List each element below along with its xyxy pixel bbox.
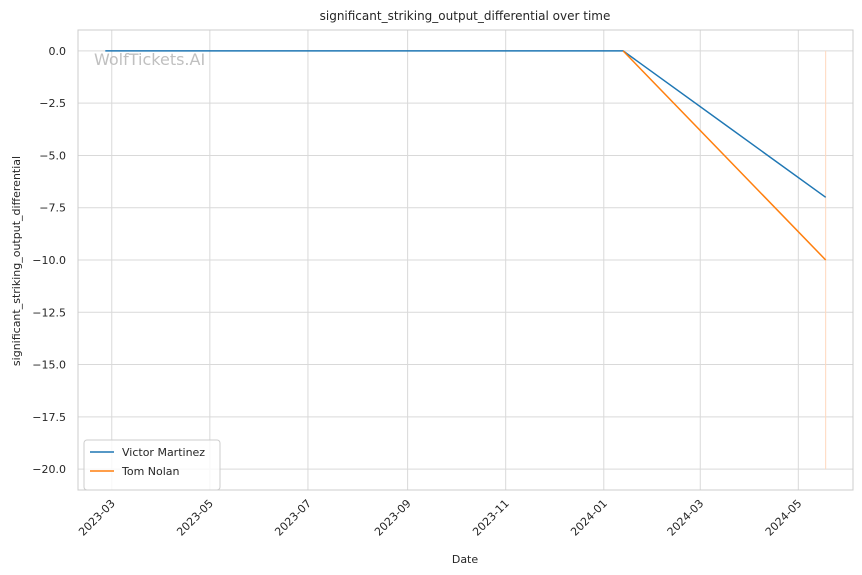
grid [78, 30, 853, 490]
chart-title: significant_striking_output_differential… [320, 9, 611, 23]
y-axis-ticks: 0.0 −2.5 −5.0 −7.5 −10.0 −12.5 −15.0 −17.5 −20.0 [32, 45, 66, 476]
y-tick-label: −2.5 [39, 97, 66, 110]
legend-label: Tom Nolan [121, 465, 180, 478]
x-tick-label: 2023-07 [272, 497, 314, 539]
x-tick-label: 2023-11 [470, 497, 512, 539]
y-tick-label: −20.0 [32, 463, 66, 476]
legend: Victor Martinez Tom Nolan [83, 439, 221, 491]
legend-box [83, 439, 221, 491]
watermark: WolfTickets.AI [94, 50, 205, 69]
y-tick-label: −5.0 [39, 149, 66, 162]
x-tick-label: 2023-05 [174, 497, 216, 539]
x-tick-label: 2023-09 [372, 497, 414, 539]
series-lines [105, 50, 827, 261]
x-axis-label: Date [452, 553, 479, 566]
y-tick-label: −10.0 [32, 254, 66, 267]
x-tick-label: 2024-01 [568, 497, 610, 539]
y-tick-label: −12.5 [32, 306, 66, 319]
y-tick-label: −15.0 [32, 359, 66, 372]
series-line-0 [105, 50, 827, 198]
x-tick-label: 2024-05 [763, 497, 805, 539]
y-tick-label: 0.0 [49, 45, 67, 58]
y-tick-label: −7.5 [39, 202, 66, 215]
legend-label: Victor Martinez [122, 446, 205, 459]
series-line-1 [622, 50, 827, 261]
y-tick-label: −17.5 [32, 411, 66, 424]
plot-frame [77, 29, 854, 491]
y-axis-label: significant_striking_output_differential [10, 156, 23, 366]
x-axis-ticks: 2023-03 2023-05 2023-07 2023-09 2023-11 2024-… [76, 497, 804, 539]
x-tick-label: 2023-03 [76, 497, 118, 539]
x-tick-label: 2024-03 [665, 497, 707, 539]
